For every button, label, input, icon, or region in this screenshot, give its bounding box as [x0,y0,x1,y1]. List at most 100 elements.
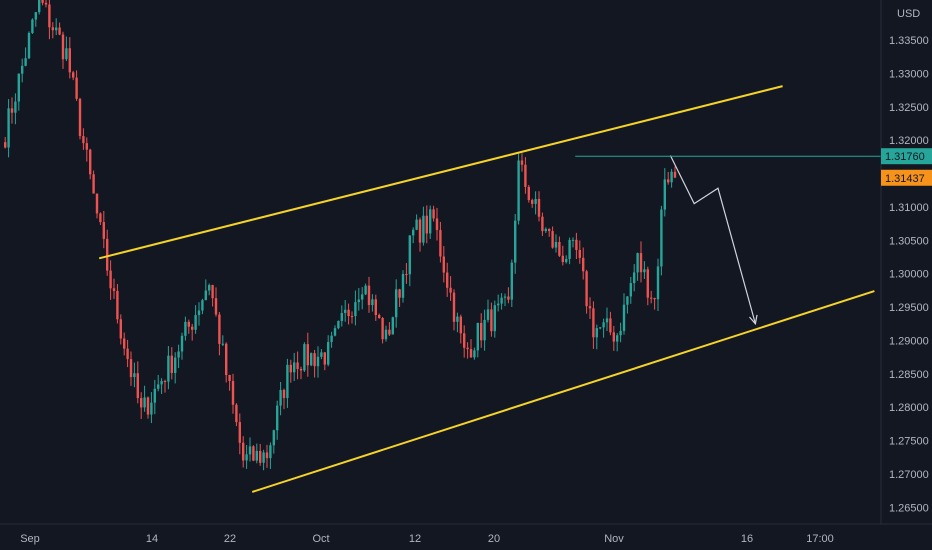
candle-body [7,108,10,148]
candle-body [486,309,490,320]
candle [605,307,609,332]
candle [262,449,265,471]
candle [133,362,136,388]
candle-body [24,58,27,66]
time-tick-label: Oct [312,533,329,545]
candle [561,245,564,266]
candle [228,374,231,391]
candle-body [323,352,326,365]
candle [174,352,177,384]
candle [44,0,48,8]
candle-body [92,174,95,194]
candle [507,287,510,304]
candle [289,359,292,383]
candle-body [374,299,377,315]
price-tick-label: 1.32000 [889,135,929,147]
candle [456,312,459,333]
candle [524,157,527,194]
candle-body [412,229,415,236]
candle [333,325,337,337]
candle-body [282,389,286,399]
candle [51,22,54,39]
candle-body [643,269,646,273]
candle-body [415,219,418,230]
candle-body [500,297,503,304]
candle-body [337,320,340,329]
candle-body [466,347,469,350]
channel-lower-line[interactable] [251,290,875,493]
price-tick-label: 1.27000 [889,469,929,481]
candle-body [432,209,435,219]
candle [493,300,496,338]
candle-body [299,368,303,371]
projection-path[interactable] [669,155,758,326]
candle [265,444,269,468]
candle-body [102,222,105,239]
candle-body [262,452,265,463]
channel-lines[interactable] [98,85,875,493]
candle [136,361,139,404]
candle-body [153,388,156,403]
candle [194,305,197,334]
candle [89,148,92,180]
candle-body [140,398,143,408]
candle-body [157,384,160,389]
candle-body [123,338,126,349]
candle [38,0,41,15]
candle-body [129,359,133,378]
candle [7,99,10,158]
projection-polyline[interactable] [669,155,756,324]
candle-body [473,350,476,358]
candle [180,332,184,360]
currency-label: USD [897,8,920,20]
candle [112,278,116,299]
candle-body [191,326,194,330]
candle-body [95,193,99,214]
candle [72,70,75,81]
candle [568,237,571,265]
candle [544,227,547,233]
candle [204,279,207,301]
candle-body [452,292,456,322]
candle [452,289,456,331]
candle-body [588,306,592,309]
price-tag-background [881,148,932,165]
candle-body [354,302,357,317]
candle [551,226,554,249]
candle [371,294,374,312]
candle-body [72,72,75,78]
candle [500,293,503,310]
candle [514,214,517,274]
price-tag: 1.31760 [881,148,932,165]
candle-body [310,353,313,366]
candle [276,400,279,440]
candle-body [497,303,500,306]
candle-body [510,262,513,300]
candle-body [592,308,595,338]
candle [34,12,37,27]
candle-body [194,315,197,330]
channel-upper-line[interactable] [98,85,783,260]
candle [119,314,122,345]
candle-body [582,257,585,272]
candle-body [163,381,167,383]
candle-body [221,343,224,345]
candle [422,206,425,246]
candle-body [554,242,558,248]
candle-body [238,422,241,443]
price-axis[interactable]: USD 1.335001.330001.325001.320001.315001… [889,8,929,514]
candle-body [126,348,129,360]
candle-body [541,216,544,232]
candle [588,297,592,320]
time-tick-label: 16 [741,533,753,545]
candle-body [116,290,119,320]
candle-body [170,355,173,373]
candle [61,31,65,69]
candle [218,311,221,356]
candle-body [558,242,561,256]
time-axis[interactable]: Sep 14 22 Oct 12 20 Nov 16 17:00 [20,533,834,545]
candle-body [272,430,275,446]
candle-body [551,231,554,248]
candle [408,235,411,287]
